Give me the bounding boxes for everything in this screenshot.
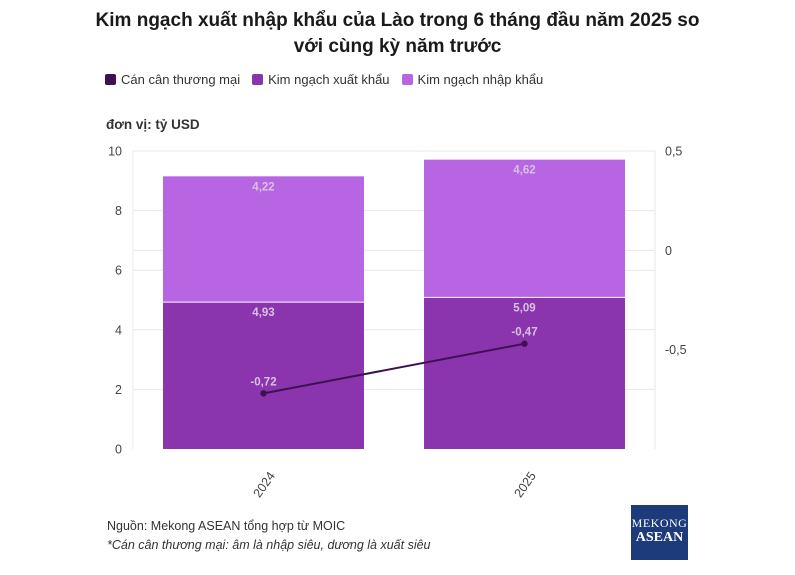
mekong-asean-logo: MEKONG ASEAN — [631, 505, 688, 560]
legend-item-import[interactable]: Kim ngạch nhập khẩu — [401, 72, 544, 87]
data-label-export: 4,93 — [252, 307, 274, 319]
chart-title-line2: với cùng kỳ năm trước — [293, 36, 502, 57]
y-right-tick-label: 0 — [665, 244, 672, 258]
y-left-tick-label: 10 — [108, 145, 122, 159]
data-label-balance: -0,72 — [250, 376, 276, 388]
legend-label-balance: Cán cân thương mại — [121, 72, 241, 87]
y-right-tick-label: -0,5 — [665, 343, 687, 357]
legend-swatch-balance — [105, 74, 116, 85]
balance-line — [263, 342, 525, 395]
x-tick-label: 2024 — [251, 469, 278, 500]
x-tick-label: 2025 — [512, 469, 539, 500]
chart-title: Kim ngạch xuất nhập khẩu của Lào trong 6… — [60, 8, 735, 60]
y-left-tick-label: 8 — [115, 204, 122, 218]
y-left-tick-label: 2 — [115, 383, 122, 397]
balance-point — [260, 390, 267, 397]
data-label-import: 4,22 — [252, 181, 274, 193]
source-line: Nguồn: Mekong ASEAN tổng hợp từ MOIC — [107, 519, 346, 533]
legend-item-balance[interactable]: Cán cân thương mại — [105, 72, 240, 87]
bar-import — [424, 159, 625, 298]
balance-point — [521, 340, 528, 347]
y-left-tick-label: 0 — [115, 443, 122, 457]
y-left-tick-label: 6 — [115, 264, 122, 278]
legend-label-export: Kim ngạch xuất khẩu — [268, 72, 390, 87]
balance-footnote: *Cán cân thương mại: âm là nhập siêu, dư… — [107, 538, 431, 552]
legend-swatch-export — [252, 74, 264, 85]
chart-legend: Cán cân thương mại Kim ngạch xuất khẩu K… — [105, 72, 543, 87]
bar-export — [163, 302, 364, 449]
data-label-balance: -0,47 — [511, 327, 537, 339]
legend-item-export[interactable]: Kim ngạch xuất khẩu — [252, 72, 390, 87]
legend-label-import: Kim ngạch nhập khẩu — [417, 72, 544, 87]
source-note: Nguồn: Mekong ASEAN tổng hợp từ MOIC *Cá… — [107, 517, 431, 555]
y-left-tick-label: 4 — [115, 323, 122, 337]
y-right-tick-label: 0,5 — [665, 145, 682, 159]
logo-text-top: MEKONG — [631, 516, 688, 530]
unit-label: đơn vị: tỷ USD — [106, 117, 200, 132]
bar-export — [424, 297, 625, 449]
chart-title-line1: Kim ngạch xuất nhập khẩu của Lào trong 6… — [95, 10, 700, 31]
data-label-import: 4,62 — [513, 165, 535, 177]
bar-import — [163, 176, 364, 303]
chart-plot: 0 2 4 6 8 10 0,5 0 -0,5 4,93 4,22 2024 5,09 4,62 2025 -… — [108, 145, 687, 501]
legend-swatch-import — [401, 74, 413, 85]
logo-text-bottom: ASEAN — [635, 530, 684, 545]
data-label-export: 5,09 — [513, 302, 535, 314]
